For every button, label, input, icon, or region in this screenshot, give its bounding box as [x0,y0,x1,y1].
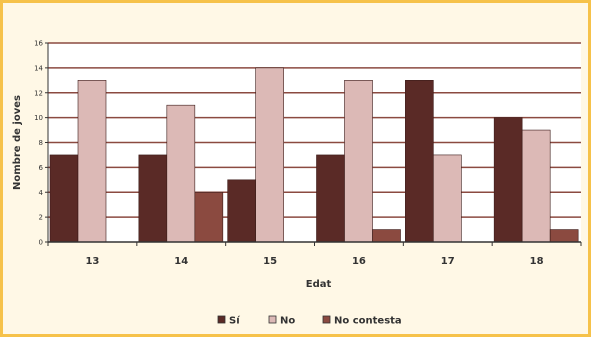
legend-swatch [217,315,226,324]
y-tick-label: 10 [34,114,43,122]
x-tick-label: 16 [352,256,366,267]
bar-no-16 [344,80,373,243]
legend-label: Sí [229,315,240,327]
x-tick-label: 17 [441,256,455,267]
y-tick-label: 14 [34,64,43,72]
y-tick-labels: 0 2 4 6 8 10 12 14 16 [34,40,43,247]
x-tick-label: 14 [174,256,188,267]
y-tick-label: 16 [34,40,43,48]
bar-si-14 [138,154,168,243]
legend-swatch [268,315,277,324]
bar-no-contesta-16 [372,229,401,243]
y-tick-label: 12 [34,89,43,97]
bar-si-15 [227,179,256,243]
legend-label: No contesta [334,316,402,327]
x-axis-title: Edat [306,279,332,290]
bars [49,67,579,243]
legend-item: No contesta [322,315,402,327]
bar-no-contesta-18 [549,229,579,243]
bar-no-17 [433,154,462,243]
x-tick-label: 13 [85,256,99,267]
bar-no-14 [166,104,196,243]
bar-si-13 [49,154,79,243]
legend-label: No [280,316,295,327]
bar-no-contesta-14 [194,191,224,243]
y-tick-label: 0 [39,239,43,247]
axes [45,42,582,246]
bar-si-16 [316,154,345,243]
bar-si-17 [405,80,434,243]
bar-no-15 [255,67,284,243]
y-tick-label: 6 [39,164,44,172]
legend-item: Sí [217,315,240,327]
legend-item: No [268,315,295,327]
x-tick-labels: 13 14 15 16 17 18 [85,256,543,267]
y-axis-title: Nombre de joves [12,95,23,190]
gridlines [48,42,581,218]
x-tick-label: 15 [263,256,277,267]
bar-no-18 [521,129,551,243]
bar-no-13 [77,80,107,243]
y-tick-label: 4 [39,189,44,197]
bar-si-18 [493,117,523,243]
x-tick-label: 18 [530,256,544,267]
legend-swatch [322,315,331,324]
legend: Sí No No contesta [217,315,402,327]
y-tick-label: 8 [39,139,43,147]
y-tick-label: 2 [39,214,43,222]
